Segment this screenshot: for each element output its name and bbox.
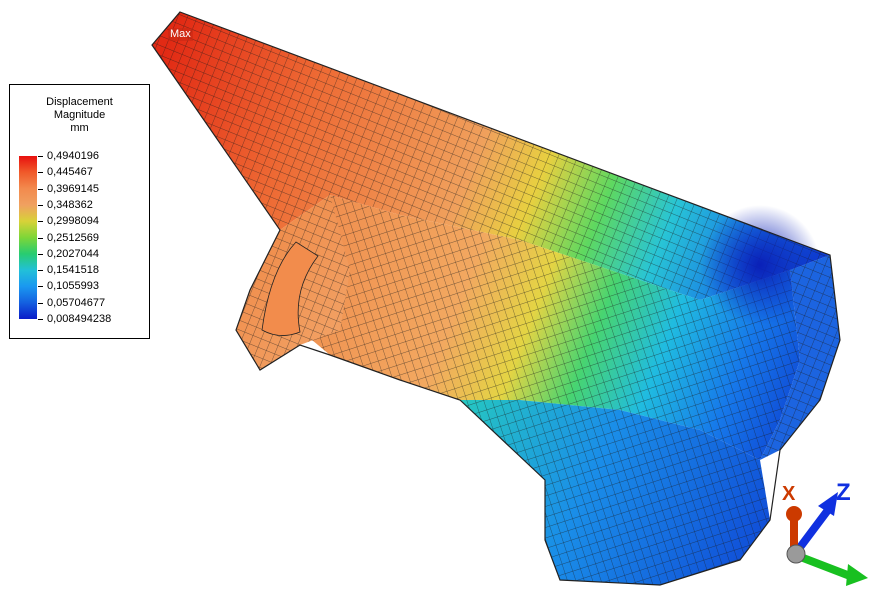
z-axis-arrow — [794, 492, 838, 554]
legend-tick-label: 0,008494238 — [47, 313, 112, 325]
legend-tick-mark — [38, 188, 43, 190]
legend-colorbar — [19, 156, 37, 319]
legend-tick-label: 0,445467 — [47, 166, 93, 179]
model-outline — [151, 11, 841, 586]
triad-origin — [786, 544, 806, 564]
displacement-legend: Displacement Magnitude mm 0,4940196 0,445… — [9, 84, 150, 339]
legend-unit: mm — [70, 122, 89, 134]
legend-tick-label: 0,4940196 — [47, 150, 99, 162]
legend-tick-label: 0,2512569 — [47, 231, 99, 244]
legend-title-line1: Displacement — [46, 96, 113, 108]
legend-tick-mark — [38, 172, 43, 174]
legend-tick-mark — [38, 237, 43, 239]
legend-tick-label: 0,348362 — [47, 198, 93, 211]
legend-tick-mark — [38, 302, 43, 304]
model-lower-surface — [460, 400, 770, 585]
legend-tick-label: 0,1055993 — [47, 280, 99, 293]
legend-tick-label: 0,2998094 — [47, 215, 99, 228]
legend-tick-mark — [38, 286, 43, 288]
legend-tick-mark — [38, 204, 43, 206]
model-right-face — [760, 255, 840, 460]
legend-tick-label: 0,1541518 — [47, 264, 99, 277]
legend-tick-mark — [38, 156, 43, 157]
legend-tick-mark — [38, 253, 43, 255]
model-top-surface — [152, 12, 830, 300]
legend-tick-mark — [38, 270, 43, 272]
z-axis-label: Z — [836, 479, 851, 506]
y-axis-arrow — [794, 552, 868, 586]
legend-tick-mark — [38, 319, 43, 320]
x-axis-label: X — [782, 483, 796, 505]
legend-tick-mark — [38, 221, 43, 223]
legend-tick-label: 0,3969145 — [47, 182, 99, 195]
model-main-body — [300, 195, 820, 460]
legend-tick-label: 0,2027044 — [47, 247, 99, 260]
model-left-lug — [236, 195, 350, 370]
legend-title-line2: Magnitude — [53, 109, 106, 121]
axis-triad[interactable]: X Z — [764, 470, 870, 590]
legend-tick-label: 0,05704677 — [47, 296, 106, 309]
max-marker-label: Max — [168, 28, 193, 41]
